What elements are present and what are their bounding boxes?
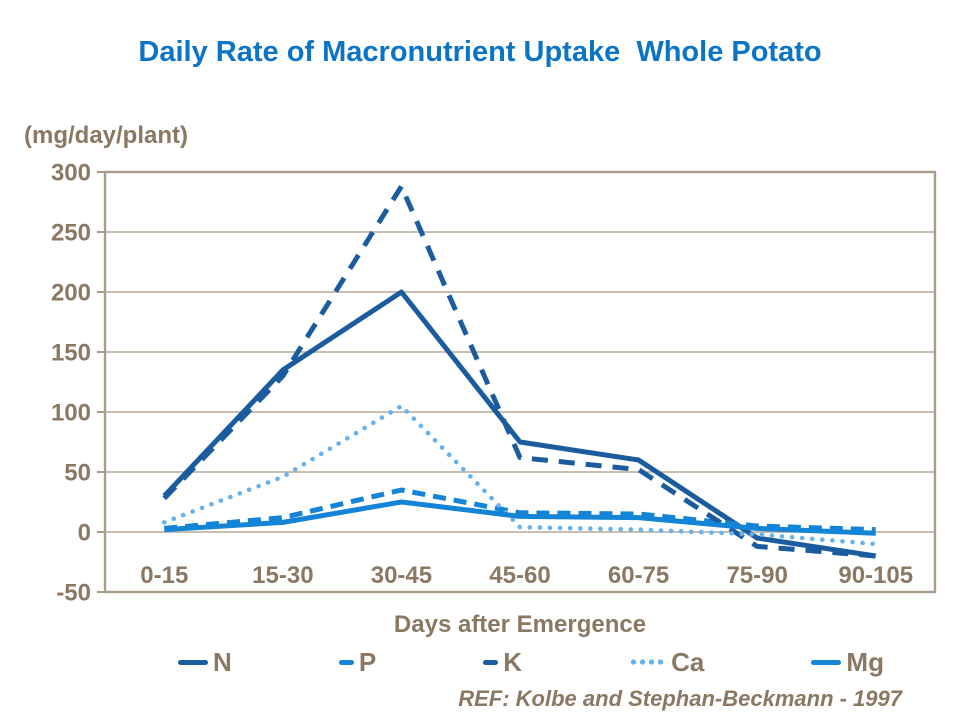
legend-label-p: P bbox=[358, 646, 377, 677]
legend-item-k: K bbox=[483, 647, 522, 678]
y-axis-unit-label: (mg/day/plant) bbox=[24, 122, 189, 149]
legend-item-n: N bbox=[178, 647, 232, 678]
reference-text: REF: Kolbe and Stephan-Beckmann - 1997 bbox=[458, 686, 902, 711]
y-tick-label: 200 bbox=[51, 280, 91, 307]
series-line-N bbox=[162, 289, 877, 559]
series-line-K bbox=[162, 183, 876, 559]
dash-mid-line-icon bbox=[338, 659, 354, 665]
x-tick-label: 15-30 bbox=[252, 562, 313, 589]
legend-item-p: P bbox=[338, 646, 377, 678]
x-tick-label: 90-105 bbox=[838, 562, 913, 589]
solid-mid-line-icon bbox=[811, 659, 842, 665]
dash-dark-line-icon bbox=[483, 659, 499, 665]
x-tick-label: 60-75 bbox=[608, 562, 669, 589]
legend: N P K Ca Mg bbox=[178, 646, 884, 678]
x-tick-label: 0-15 bbox=[140, 562, 188, 589]
legend-item-mg: Mg bbox=[811, 647, 884, 678]
legend-label-mg: Mg bbox=[846, 646, 884, 677]
series-line-Mg bbox=[164, 499, 876, 536]
dotted-light-line-icon bbox=[629, 659, 667, 665]
page-title: Daily Rate of Macronutrient Uptake Whole… bbox=[138, 36, 822, 68]
x-axis-title: Days after Emergence bbox=[393, 611, 647, 638]
y-tick-label: 50 bbox=[64, 460, 91, 487]
series-line-Ca bbox=[161, 403, 879, 547]
solid-dark-line-icon bbox=[178, 659, 208, 665]
plot-border bbox=[103, 170, 937, 594]
y-tick-label: -50 bbox=[56, 580, 91, 607]
y-tick-label: 100 bbox=[51, 400, 91, 427]
y-tick-label: 250 bbox=[51, 220, 91, 247]
x-tick-label: 75-90 bbox=[726, 562, 787, 589]
y-tick-label: 0 bbox=[78, 520, 91, 547]
y-tick-label: 300 bbox=[51, 160, 91, 187]
x-tick-label: 45-60 bbox=[489, 562, 550, 589]
legend-label-ca: Ca bbox=[671, 646, 705, 677]
x-tick-label: 30-45 bbox=[371, 562, 432, 589]
y-tick-label: 150 bbox=[51, 340, 91, 367]
legend-label-n: N bbox=[213, 646, 232, 677]
legend-item-ca: Ca bbox=[629, 647, 704, 678]
legend-label-k: K bbox=[503, 646, 523, 677]
